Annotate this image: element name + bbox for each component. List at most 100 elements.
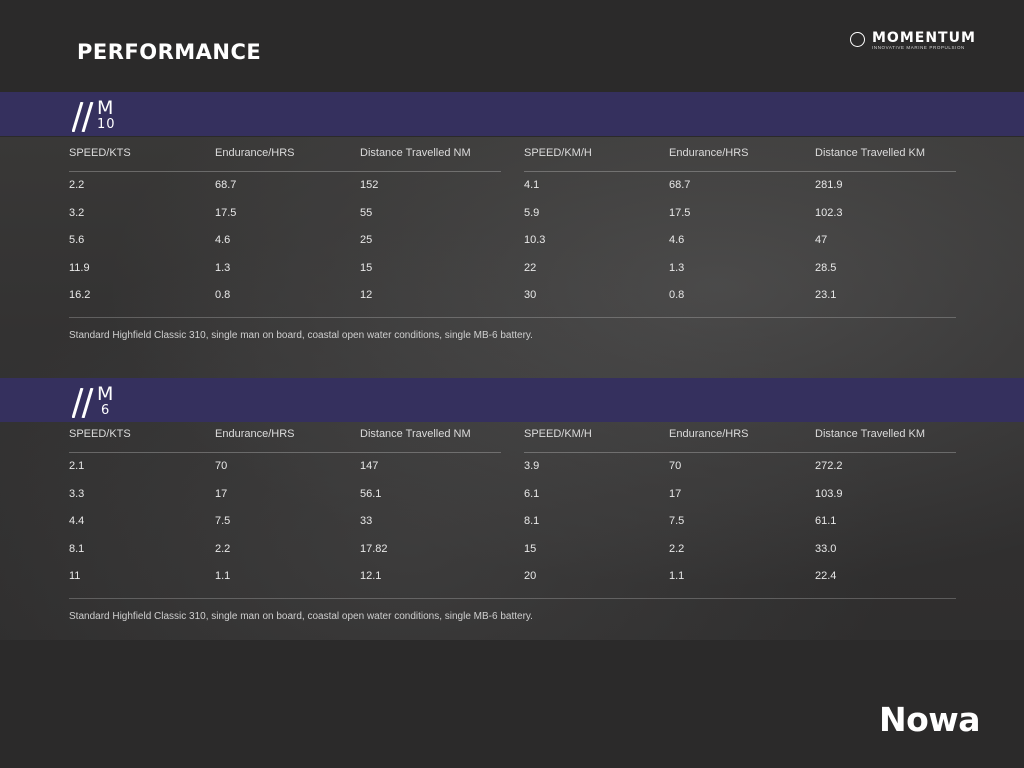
table-cell: 8.1	[524, 515, 540, 527]
table-cell: 70	[669, 460, 682, 472]
model-number: 6	[101, 403, 111, 418]
table-cell: 10.3	[524, 234, 546, 246]
table-cell: 68.7	[215, 179, 237, 191]
table-cell: 281.9	[815, 179, 843, 191]
column-header: Endurance/HRS	[215, 428, 295, 440]
table-cell: 4.1	[524, 179, 540, 191]
brand-tagline: INNOVATIVE MARINE PROPULSION	[872, 45, 965, 50]
table-cell: 22.4	[815, 570, 837, 582]
column-header: SPEED/KTS	[69, 428, 131, 440]
table-cell: 1.3	[669, 261, 685, 274]
table-cell: 15	[524, 542, 537, 555]
header-rule-left	[69, 452, 501, 453]
table-cell: 272.2	[815, 460, 843, 472]
table-cell: 8.1	[69, 542, 85, 555]
header-rule-right	[524, 171, 956, 172]
table-header: SPEED/KTS Endurance/HRS Distance Travell…	[69, 147, 956, 171]
table-cell: 152	[360, 179, 379, 191]
table-cell: 17	[215, 487, 228, 500]
table-cell: 17	[669, 487, 682, 500]
table-cell: 61.1	[815, 515, 837, 527]
brand-name: MOMENTUM	[872, 30, 976, 46]
brand-logo: MOMENTUM INNOVATIVE MARINE PROPULSION	[850, 30, 1000, 52]
table-cell: 12	[360, 289, 373, 301]
column-header: Distance Travelled NM	[360, 428, 471, 440]
table-row: 11 1.1 12.1 20 1.1 22.4	[69, 570, 956, 598]
model-number: 10	[97, 117, 116, 132]
column-header: SPEED/KM/H	[524, 428, 592, 440]
table-cell: 23.1	[815, 289, 837, 301]
page-title: PERFORMANCE	[77, 40, 262, 64]
column-header: Distance Travelled NM	[360, 147, 471, 159]
table-cell: 3.2	[69, 206, 85, 219]
table-cell: 5.6	[69, 234, 85, 246]
table-row: 8.1 2.2 17.82 15 2.2 33.0	[69, 543, 956, 571]
table-cell: 28.5	[815, 261, 837, 274]
table-body: 2.1 70 147 3.9 70 272.2 3.3 17 56.1 6.1 …	[69, 452, 956, 598]
table-cell: 20	[524, 570, 537, 582]
table-header: SPEED/KTS Endurance/HRS Distance Travell…	[69, 428, 956, 452]
model-letter: M	[97, 383, 114, 405]
table-cell: 17.5	[215, 206, 237, 219]
table-cell: 7.5	[669, 515, 685, 527]
table-row: 3.2 17.5 55 5.9 17.5 102.3	[69, 207, 956, 235]
table-cell: 4.4	[69, 515, 85, 527]
table-cell: 16.2	[69, 289, 91, 301]
table-cell: 0.8	[669, 289, 685, 301]
table-cell: 47	[815, 234, 828, 246]
table-cell: 102.3	[815, 206, 843, 219]
table-cell: 4.6	[215, 234, 231, 246]
table-row: 2.2 68.7 152 4.1 68.7 281.9	[69, 179, 956, 207]
table-cell: 4.6	[669, 234, 685, 246]
table-cell: 0.8	[215, 289, 231, 301]
column-header: Endurance/HRS	[669, 428, 749, 440]
table-cell: 2.1	[69, 460, 85, 472]
model-mark-m10: M 10	[72, 97, 132, 132]
table-row: 11.9 1.3 15 22 1.3 28.5	[69, 262, 956, 290]
table-cell: 6.1	[524, 487, 540, 500]
table-cell: 1.3	[215, 261, 231, 274]
table-cell: 1.1	[669, 570, 685, 582]
column-header: Endurance/HRS	[669, 147, 749, 159]
header-rule-left	[69, 171, 501, 172]
table-row: 2.1 70 147 3.9 70 272.2	[69, 460, 956, 488]
table-row: 5.6 4.6 25 10.3 4.6 47	[69, 234, 956, 262]
table-cell: 55	[360, 206, 373, 219]
table-cell: 22	[524, 261, 537, 274]
table-cell: 56.1	[360, 487, 382, 500]
table-row: 16.2 0.8 12 30 0.8 23.1	[69, 289, 956, 317]
table-cell: 25	[360, 234, 373, 246]
table-cell: 70	[215, 460, 228, 472]
column-header: Endurance/HRS	[215, 147, 295, 159]
table-cell: 3.9	[524, 460, 540, 472]
table-cell: 3.3	[69, 487, 85, 500]
table-footnote: Standard Highfield Classic 310, single m…	[69, 329, 533, 341]
header-rule-right	[524, 452, 956, 453]
table-cell: 17.82	[360, 542, 388, 555]
table-cell: 15	[360, 261, 373, 274]
table-cell: 33	[360, 515, 373, 527]
momentum-logo-icon	[850, 32, 865, 47]
column-header: Distance Travelled KM	[815, 147, 926, 159]
table-row: 3.3 17 56.1 6.1 17 103.9	[69, 488, 956, 516]
table-body: 2.2 68.7 152 4.1 68.7 281.9 3.2 17.5 55 …	[69, 171, 956, 317]
nowa-logo: Nowa	[879, 700, 981, 739]
double-slash-icon	[72, 102, 94, 132]
table-cell: 68.7	[669, 179, 691, 191]
column-header: Distance Travelled KM	[815, 428, 926, 440]
table-cell: 2.2	[215, 542, 231, 555]
table-cell: 2.2	[69, 179, 85, 191]
table-cell: 11	[69, 570, 81, 582]
table-cell: 7.5	[215, 515, 231, 527]
double-slash-icon	[72, 388, 94, 418]
model-letter: M	[97, 97, 114, 119]
table-footnote: Standard Highfield Classic 310, single m…	[69, 610, 533, 622]
table-cell: 17.5	[669, 206, 691, 219]
column-header: SPEED/KM/H	[524, 147, 592, 159]
table-row: 4.4 7.5 33 8.1 7.5 61.1	[69, 515, 956, 543]
column-header: SPEED/KTS	[69, 147, 131, 159]
table-cell: 11.9	[69, 261, 90, 274]
performance-table-m10: SPEED/KTS Endurance/HRS Distance Travell…	[69, 147, 956, 341]
table-bottom-rule	[69, 597, 956, 599]
model-band-m10: M 10	[0, 92, 1024, 136]
